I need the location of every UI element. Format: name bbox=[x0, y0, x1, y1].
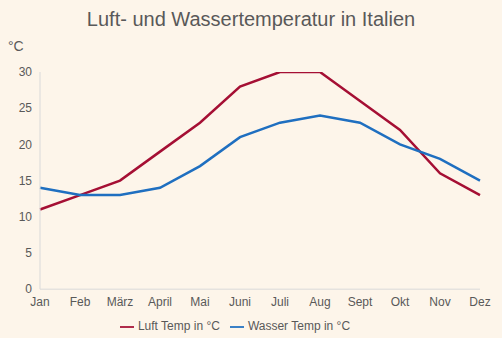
svg-text:Aug: Aug bbox=[309, 295, 330, 309]
html-text:°C: °C bbox=[8, 38, 24, 54]
svg-text:April: April bbox=[148, 295, 172, 309]
svg-text:Dez: Dez bbox=[469, 295, 490, 309]
svg-text:Nov: Nov bbox=[429, 295, 450, 309]
svg-text:Feb: Feb bbox=[70, 295, 91, 309]
svg-text:Okt: Okt bbox=[391, 295, 410, 309]
svg-text:15: 15 bbox=[19, 174, 33, 188]
html-text:Luft- und Wassertemperatur in: Luft- und Wassertemperatur in Italien bbox=[86, 8, 416, 30]
svg-text:Juli: Juli bbox=[271, 295, 289, 309]
svg-text:März: März bbox=[107, 295, 134, 309]
svg-text:20: 20 bbox=[19, 138, 33, 152]
svg-text:0: 0 bbox=[25, 282, 32, 296]
html-text:Wasser Temp in °C: Wasser Temp in °C bbox=[247, 319, 351, 334]
svg-text:10: 10 bbox=[19, 210, 33, 224]
svg-text:Juni: Juni bbox=[229, 295, 251, 309]
svg-text:Mai: Mai bbox=[190, 295, 209, 309]
svg-text:25: 25 bbox=[19, 101, 33, 115]
svg-text:Jan: Jan bbox=[30, 295, 49, 309]
svg-text:30: 30 bbox=[19, 65, 33, 79]
svg-text:5: 5 bbox=[25, 246, 32, 260]
svg-text:Sept: Sept bbox=[348, 295, 373, 309]
html-text:Luft Temp in °C: Luft Temp in °C bbox=[137, 319, 220, 334]
